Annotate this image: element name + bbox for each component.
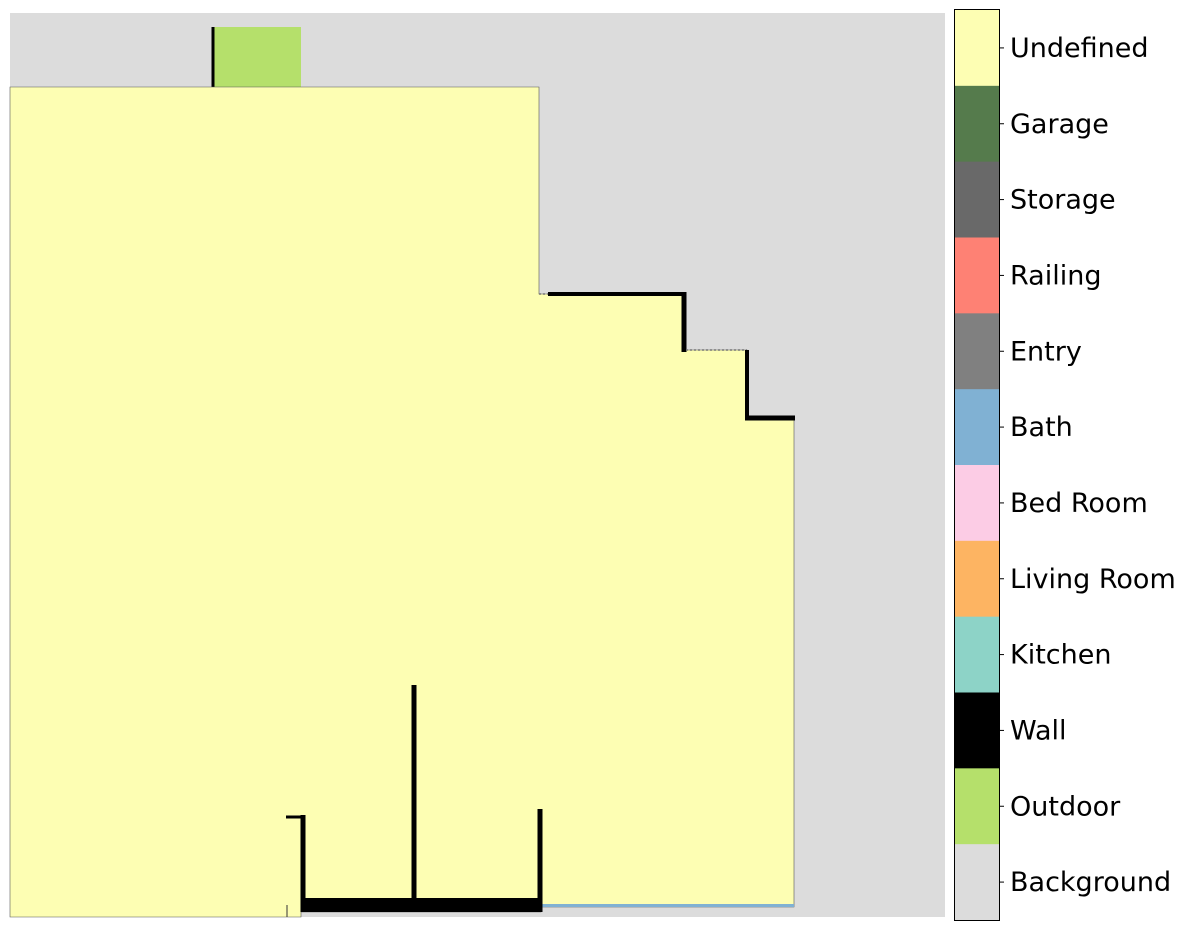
legend-swatch	[955, 161, 999, 238]
legend-swatch	[955, 540, 999, 618]
legend-label: Entry	[1010, 336, 1082, 367]
legend-label: Kitchen	[1010, 640, 1111, 671]
legend-label: Garage	[1010, 109, 1109, 140]
floor-plan	[9, 13, 945, 918]
legend-label: Storage	[1010, 185, 1116, 216]
legend-label: Bath	[1010, 412, 1073, 443]
outdoor-region	[214, 27, 301, 87]
legend-label: Railing	[1010, 260, 1101, 291]
legend-label: Outdoor	[1010, 791, 1121, 822]
legend-label: Wall	[1010, 715, 1067, 746]
legend-swatch	[955, 692, 999, 769]
legend-swatch	[955, 768, 999, 845]
legend-swatch	[955, 465, 999, 542]
bath-region	[541, 904, 794, 907]
legend-swatch	[955, 10, 999, 87]
legend-label: Living Room	[1010, 564, 1176, 595]
legend-swatch	[955, 237, 999, 314]
legend-label: Background	[1010, 867, 1171, 898]
legend-swatch	[955, 844, 999, 921]
legend-swatch	[955, 85, 999, 163]
legend-label: Undefined	[1010, 33, 1149, 64]
legend-swatch	[955, 616, 999, 693]
legend-swatch	[955, 389, 999, 466]
wall-segment	[301, 898, 542, 912]
legend-swatches	[955, 10, 999, 921]
legend-label: Bed Room	[1010, 488, 1148, 519]
legend-ticks: Undefined Garage Storage Railing Entry Bath Be…	[999, 33, 1176, 898]
legend-frame	[954, 9, 1000, 921]
legend-swatch	[955, 313, 999, 390]
